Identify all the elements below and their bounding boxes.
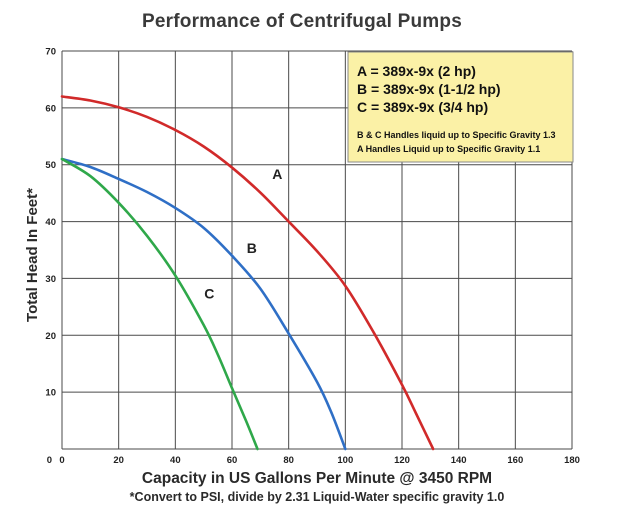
curve-label-a: A xyxy=(272,166,282,182)
x-tick-labels: 0 20 40 60 80 100 120 140 160 180 xyxy=(59,455,580,466)
curve-labels: A B C xyxy=(204,166,282,301)
x-tick-80: 80 xyxy=(283,455,294,466)
x-tick-180: 180 xyxy=(564,455,580,466)
curve-c xyxy=(60,157,259,451)
footnote: *Convert to PSI, divide by 2.31 Liquid-W… xyxy=(130,490,505,504)
legend-background xyxy=(347,51,574,163)
x-tick-60: 60 xyxy=(227,455,238,466)
curve-a xyxy=(60,95,435,451)
y-tick-40: 40 xyxy=(45,217,56,228)
legend-note-a: A Handles Liquid up to Specific Gravity … xyxy=(357,144,540,154)
legend-line-b: B = 389x-9x (1-1/2 hp) xyxy=(357,81,501,97)
y-tick-labels: 10 20 30 40 50 60 70 0 xyxy=(45,47,56,467)
legend-line-a: A = 389x-9x (2 hp) xyxy=(357,63,476,79)
x-tick-20: 20 xyxy=(113,455,124,466)
curves xyxy=(60,95,435,451)
legend-line-c: C = 389x-9x (3/4 hp) xyxy=(357,99,488,115)
x-tick-120: 120 xyxy=(394,455,410,466)
x-tick-160: 160 xyxy=(507,455,523,466)
curve-label-c: C xyxy=(204,285,214,301)
y-axis-label: Total Head In Feet* xyxy=(24,188,41,322)
legend-note-bc: B & C Handles liquid up to Specific Grav… xyxy=(357,130,556,140)
y-tick-60: 60 xyxy=(45,103,56,114)
y-tick-70: 70 xyxy=(45,47,56,58)
curve-b xyxy=(60,157,347,451)
grid xyxy=(61,50,573,450)
chart-title: Performance of Centrifugal Pumps xyxy=(142,11,462,32)
legend-box: A = 389x-9x (2 hp) B = 389x-9x (1-1/2 hp… xyxy=(347,51,574,163)
curve-label-b: B xyxy=(247,240,257,256)
y-tick-50: 50 xyxy=(45,160,56,171)
x-axis-label: Capacity in US Gallons Per Minute @ 3450… xyxy=(142,470,492,487)
x-tick-140: 140 xyxy=(451,455,467,466)
y-tick-30: 30 xyxy=(45,274,56,285)
x-tick-100: 100 xyxy=(337,455,353,466)
x-tick-40: 40 xyxy=(170,455,181,466)
x-tick-0: 0 xyxy=(59,455,64,466)
y-tick-20: 20 xyxy=(45,331,56,342)
y-tick-10: 10 xyxy=(45,388,56,399)
y-tick-0: 0 xyxy=(47,455,52,466)
